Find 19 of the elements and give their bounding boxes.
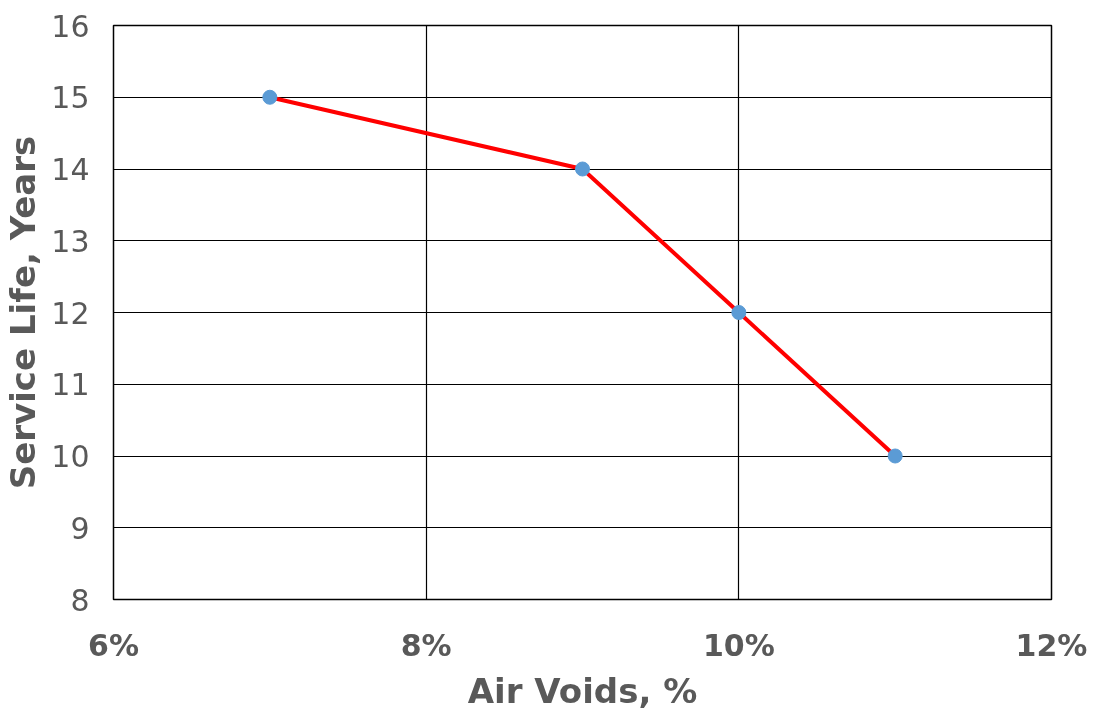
y-tick-label: 13 (51, 223, 90, 259)
y-tick-label: 12 (51, 295, 90, 331)
point (887, 448, 903, 464)
point (575, 161, 590, 177)
x-tick-label: 10% (702, 627, 775, 663)
point (262, 89, 278, 105)
point (731, 305, 747, 320)
y-tick-label: 11 (51, 367, 90, 403)
y-tick-label: 8 (70, 582, 90, 618)
y-tick-label: 16 (51, 8, 90, 44)
y-axis-title: Service Life, Years (3, 135, 44, 490)
x-tick-label: 8% (400, 627, 452, 663)
y-tick-label: 14 (51, 152, 90, 187)
x-axis-title: Air Voids, % (467, 670, 698, 711)
y-tick-label: 9 (70, 510, 90, 546)
y-tick-label: 10 (51, 439, 90, 474)
x-tick-label: 12% (1015, 627, 1088, 663)
y-tick-label: 15 (51, 80, 90, 116)
x-tick-label: 6% (88, 627, 139, 663)
